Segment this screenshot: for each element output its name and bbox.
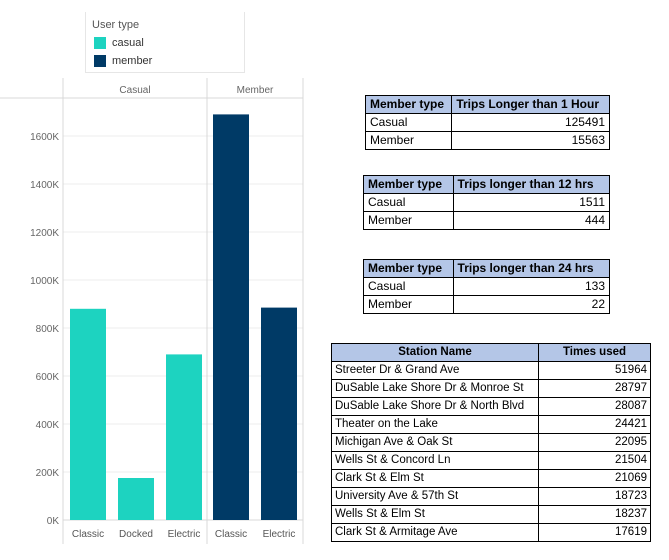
table-cell: DuSable Lake Shore Dr & Monroe St bbox=[331, 379, 539, 398]
table-header-cell: Member type bbox=[363, 175, 454, 194]
table-row: Member 15563 bbox=[364, 131, 610, 150]
x-category-label: Electric bbox=[263, 529, 296, 540]
table-cell: 22 bbox=[452, 295, 611, 314]
table-cell: Clark St & Armitage Ave bbox=[331, 523, 539, 542]
table-row: DuSable Lake Shore Dr & Monroe St 28797 bbox=[331, 379, 651, 398]
table-trips-12-hrs: Member type Trips longer than 12 hrs Cas… bbox=[363, 175, 611, 230]
table-header-cell: Trips longer than 24 hrs bbox=[452, 259, 611, 278]
legend-swatch-casual bbox=[94, 37, 106, 49]
table-row: Clark St & Elm St 21069 bbox=[331, 469, 651, 488]
panel-label: Casual bbox=[119, 85, 150, 96]
table-row: Streeter Dr & Grand Ave 51964 bbox=[331, 361, 651, 380]
table-header-row: Station Name Times used bbox=[331, 343, 651, 362]
legend-item-casual[interactable]: casual bbox=[94, 37, 144, 49]
table-cell: 51964 bbox=[538, 361, 651, 380]
bar bbox=[213, 114, 249, 521]
table-cell: 125491 bbox=[451, 113, 610, 132]
table-trips-1-hour: Member type Trips Longer than 1 Hour Cas… bbox=[364, 95, 610, 150]
legend-item-member[interactable]: member bbox=[94, 55, 152, 67]
table-cell: Member bbox=[364, 131, 453, 150]
table-row: University Ave & 57th St 18723 bbox=[331, 487, 651, 506]
table-header-cell: Trips Longer than 1 Hour bbox=[451, 95, 610, 114]
bar bbox=[166, 354, 202, 520]
table-row: Casual 133 bbox=[363, 277, 611, 296]
table-cell: 28797 bbox=[538, 379, 651, 398]
table-cell: 18723 bbox=[538, 487, 651, 506]
table-stations: Station Name Times used Streeter Dr & Gr… bbox=[331, 343, 651, 542]
x-category-label: Classic bbox=[72, 529, 104, 540]
table-row: Clark St & Armitage Ave 17619 bbox=[331, 523, 651, 542]
table-header-cell: Times used bbox=[538, 343, 651, 362]
table-cell: 21504 bbox=[538, 451, 651, 470]
table-row: Member 444 bbox=[363, 211, 611, 230]
y-tick-label: 800K bbox=[36, 324, 60, 335]
table-row: Member 22 bbox=[363, 295, 611, 314]
table-cell: 18237 bbox=[538, 505, 651, 524]
legend-title: User type bbox=[92, 19, 140, 31]
table-cell: 22095 bbox=[538, 433, 651, 452]
table-cell: Casual bbox=[363, 193, 454, 212]
table-cell: DuSable Lake Shore Dr & North Blvd bbox=[331, 397, 539, 416]
table-cell: 133 bbox=[452, 277, 611, 296]
y-tick-label: 400K bbox=[36, 420, 60, 431]
y-tick-label: 0K bbox=[47, 516, 60, 527]
table-header-row: Member type Trips longer than 12 hrs bbox=[363, 175, 611, 194]
table-cell: 21069 bbox=[538, 469, 651, 488]
table-cell: 15563 bbox=[451, 131, 610, 150]
table-cell: Casual bbox=[363, 277, 454, 296]
bar bbox=[261, 307, 297, 520]
legend-swatch-member bbox=[94, 55, 106, 67]
bar-chart: 0K 200K 400K 600K 800K 1000K 1200K 1400K 1600K Ca… bbox=[0, 78, 304, 544]
table-header-row: Member type Trips Longer than 1 Hour bbox=[364, 95, 610, 114]
bar bbox=[70, 308, 106, 520]
table-header-cell: Member type bbox=[363, 259, 454, 278]
table-row: Theater on the Lake 24421 bbox=[331, 415, 651, 434]
table-header-cell: Station Name bbox=[331, 343, 539, 362]
table-row: Wells St & Elm St 18237 bbox=[331, 505, 651, 524]
y-tick-label: 600K bbox=[36, 372, 60, 383]
table-cell: 17619 bbox=[538, 523, 651, 542]
y-tick-label: 1600K bbox=[30, 132, 59, 143]
table-cell: Clark St & Elm St bbox=[331, 469, 539, 488]
table-row: Wells St & Concord Ln 21504 bbox=[331, 451, 651, 470]
table-cell: 24421 bbox=[538, 415, 651, 434]
table-cell: Theater on the Lake bbox=[331, 415, 539, 434]
table-cell: 28087 bbox=[538, 397, 651, 416]
table-cell: 1511 bbox=[452, 193, 611, 212]
y-tick-label: 1200K bbox=[30, 228, 59, 239]
legend-label-casual: casual bbox=[112, 37, 144, 49]
y-tick-label: 200K bbox=[36, 468, 60, 479]
panel-label: Member bbox=[237, 85, 274, 96]
bar bbox=[118, 478, 154, 520]
table-cell: University Ave & 57th St bbox=[331, 487, 539, 506]
table-cell: Casual bbox=[364, 113, 453, 132]
table-header-cell: Member type bbox=[364, 95, 453, 114]
table-row: Casual 1511 bbox=[363, 193, 611, 212]
x-category-label: Docked bbox=[119, 529, 153, 540]
table-trips-24-hrs: Member type Trips longer than 24 hrs Cas… bbox=[363, 259, 611, 314]
table-row: Michigan Ave & Oak St 22095 bbox=[331, 433, 651, 452]
table-cell: Wells St & Elm St bbox=[331, 505, 539, 524]
table-row: Casual 125491 bbox=[364, 113, 610, 132]
table-cell: Michigan Ave & Oak St bbox=[331, 433, 539, 452]
x-category-label: Classic bbox=[215, 529, 247, 540]
x-category-label: Electric bbox=[168, 529, 201, 540]
table-cell: Member bbox=[363, 295, 454, 314]
table-cell: Member bbox=[363, 211, 454, 230]
table-cell: Wells St & Concord Ln bbox=[331, 451, 539, 470]
table-row: DuSable Lake Shore Dr & North Blvd 28087 bbox=[331, 397, 651, 416]
table-cell: Streeter Dr & Grand Ave bbox=[331, 361, 539, 380]
y-tick-label: 1400K bbox=[30, 180, 59, 191]
table-header-row: Member type Trips longer than 24 hrs bbox=[363, 259, 611, 278]
legend-label-member: member bbox=[112, 55, 153, 67]
table-header-cell: Trips longer than 12 hrs bbox=[452, 175, 611, 194]
table-cell: 444 bbox=[452, 211, 611, 230]
y-tick-label: 1000K bbox=[30, 276, 59, 287]
legend: User type casual member bbox=[85, 12, 245, 73]
